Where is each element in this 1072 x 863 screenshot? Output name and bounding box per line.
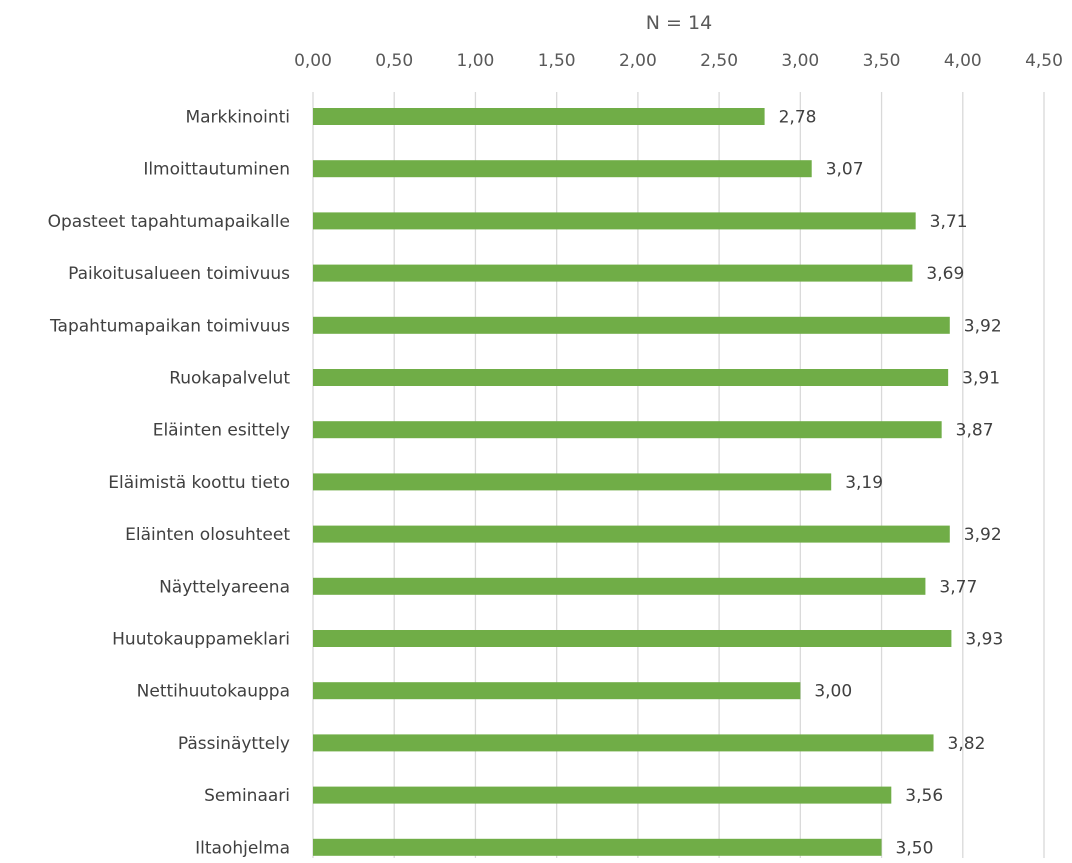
bar: [313, 473, 832, 491]
category-label: Ruokapalvelut: [169, 369, 290, 389]
category-label: Nettihuutokauppa: [137, 682, 290, 702]
data-label: 3,71: [930, 212, 968, 232]
category-label: Eläinten esittely: [153, 421, 290, 441]
bar: [313, 577, 926, 595]
bar: [313, 108, 765, 125]
x-tick-label: 4,00: [944, 51, 982, 71]
bar: [313, 316, 950, 334]
category-label: Seminaari: [204, 786, 290, 806]
category-label: Tapahtumapaikan toimivuus: [49, 316, 290, 336]
x-tick-label: 2,00: [619, 51, 657, 71]
category-labels: Markkinointi Ilmoittautuminen Opasteet tap…: [48, 108, 291, 859]
data-label: 3,07: [826, 160, 864, 180]
data-label: 3,93: [965, 630, 1003, 650]
bars: [313, 108, 952, 856]
bar: [313, 160, 812, 178]
category-label: Ilmoittautuminen: [143, 160, 290, 180]
data-label: 3,56: [905, 786, 943, 806]
bar: [313, 786, 892, 804]
x-tick-label: 1,00: [457, 51, 495, 71]
category-label: Paikoitusalueen toimivuus: [68, 264, 290, 284]
category-label: Iltaohjelma: [195, 838, 290, 858]
category-label: Eläimistä koottu tieto: [108, 473, 290, 493]
bar: [313, 421, 942, 439]
data-label: 3,69: [926, 264, 964, 284]
data-labels: 2,78 3,07 3,71 3,69 3,92 3,91 3,87 3,19 3,92 3,77…: [779, 108, 1004, 859]
chart-title: N = 14: [646, 12, 712, 34]
category-label: Eläinten olosuhteet: [125, 525, 290, 545]
x-tick-label: 4,50: [1025, 51, 1063, 71]
category-label: Opasteet tapahtumapaikalle: [48, 212, 290, 232]
data-label: 3,87: [956, 421, 994, 441]
data-label: 3,00: [814, 682, 852, 702]
bar: [313, 630, 952, 647]
data-label: 3,92: [964, 316, 1002, 336]
data-label: 3,19: [845, 473, 883, 493]
data-label: 3,91: [962, 369, 1000, 389]
x-tick-label: 0,00: [294, 51, 332, 71]
category-label: Näyttelyareena: [159, 577, 290, 597]
x-tick-label: 3,00: [781, 51, 819, 71]
bar: [313, 682, 801, 700]
data-label: 3,77: [939, 577, 977, 597]
category-label: Markkinointi: [185, 108, 290, 128]
data-label: 3,50: [896, 838, 934, 858]
data-label: 3,82: [948, 734, 986, 754]
bar: [313, 264, 913, 282]
x-axis-ticks: 0,00 0,50 1,00 1,50 2,00 2,50 3,00 3,50 4,00 4,50: [294, 51, 1063, 71]
data-label: 2,78: [779, 108, 817, 128]
x-tick-label: 0,50: [375, 51, 413, 71]
x-tick-label: 3,50: [863, 51, 901, 71]
bar: [313, 212, 916, 230]
bar: [313, 838, 882, 856]
category-label: Pässinäyttely: [178, 734, 290, 754]
bar: [313, 525, 950, 543]
bar: [313, 734, 934, 752]
bar: [313, 369, 949, 386]
category-label: Huutokauppameklari: [112, 630, 290, 650]
data-label: 3,92: [964, 525, 1002, 545]
x-tick-label: 1,50: [538, 51, 576, 71]
x-tick-label: 2,50: [700, 51, 738, 71]
